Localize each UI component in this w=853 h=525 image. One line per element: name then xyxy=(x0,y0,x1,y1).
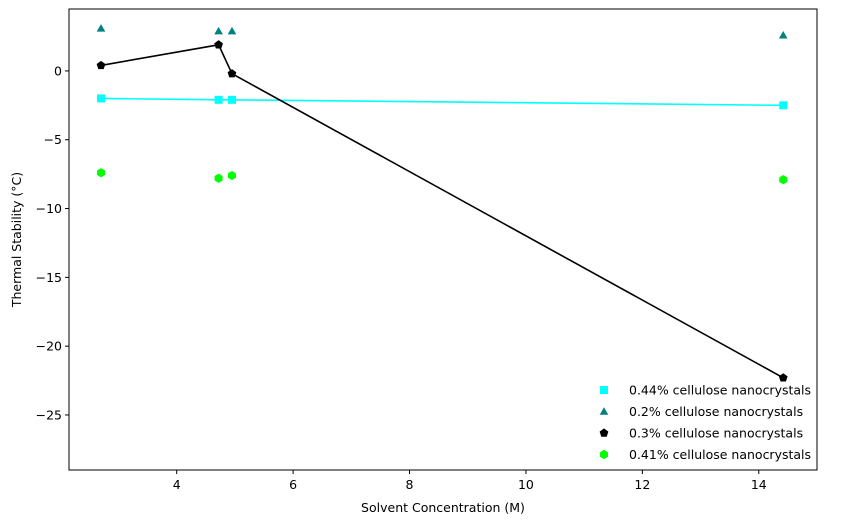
legend-marker xyxy=(600,386,608,394)
series-line xyxy=(101,97,784,107)
x-tick-label: 4 xyxy=(173,477,181,492)
data-point xyxy=(228,170,236,181)
x-tick-label: 6 xyxy=(289,477,297,492)
data-point xyxy=(96,24,106,32)
data-point xyxy=(97,94,106,103)
data-point xyxy=(214,26,223,35)
data-point xyxy=(779,101,788,110)
legend-label: 0.44% cellulose nanocrystals xyxy=(629,383,811,398)
x-tick-label: 14 xyxy=(751,477,767,492)
x-axis-label: Solvent Concentration (M) xyxy=(361,500,525,515)
data-point xyxy=(227,95,236,104)
series-2 xyxy=(96,40,788,382)
legend-marker xyxy=(600,449,608,460)
series-0 xyxy=(97,94,788,110)
legend: 0.44% cellulose nanocrystals 0.2% cellulo… xyxy=(599,383,811,462)
x-axis-ticks: 4 6 8 10 12 14 xyxy=(173,470,767,492)
y-tick-label: −20 xyxy=(36,339,62,354)
legend-item: 0.2% cellulose nanocrystals xyxy=(599,404,803,419)
data-point xyxy=(97,168,105,178)
data-point xyxy=(778,30,788,39)
legend-item: 0.41% cellulose nanocrystals xyxy=(600,447,811,462)
data-point xyxy=(227,26,237,35)
y-tick-label: −5 xyxy=(44,132,62,147)
y-axis-ticks: 0 −5 −10 −15 −20 −25 xyxy=(36,63,69,422)
series-layer xyxy=(96,24,788,382)
data-point xyxy=(214,173,223,183)
series-3 xyxy=(97,168,788,185)
y-tick-label: −25 xyxy=(36,407,62,422)
data-point xyxy=(214,95,223,104)
y-tick-label: −15 xyxy=(36,270,62,285)
x-tick-label: 8 xyxy=(406,477,414,492)
legend-label: 0.41% cellulose nanocrystals xyxy=(629,447,811,462)
legend-item: 0.3% cellulose nanocrystals xyxy=(599,426,803,441)
y-tick-label: −10 xyxy=(36,201,62,216)
data-point xyxy=(778,373,788,382)
legend-label: 0.2% cellulose nanocrystals xyxy=(629,404,803,419)
legend-item: 0.44% cellulose nanocrystals xyxy=(600,383,811,398)
legend-label: 0.3% cellulose nanocrystals xyxy=(629,426,803,441)
data-point xyxy=(214,40,223,49)
y-axis-label: Thermal Stability (°C) xyxy=(9,172,24,308)
x-tick-label: 12 xyxy=(634,477,650,492)
data-point xyxy=(779,175,788,185)
legend-marker xyxy=(599,407,609,415)
x-tick-label: 10 xyxy=(518,477,534,492)
plot-area xyxy=(68,8,818,471)
data-point xyxy=(96,60,106,70)
series-line xyxy=(100,43,784,379)
legend-marker xyxy=(599,428,609,437)
y-tick-label: 0 xyxy=(54,63,62,78)
series-1 xyxy=(96,24,788,39)
data-point xyxy=(227,69,237,78)
